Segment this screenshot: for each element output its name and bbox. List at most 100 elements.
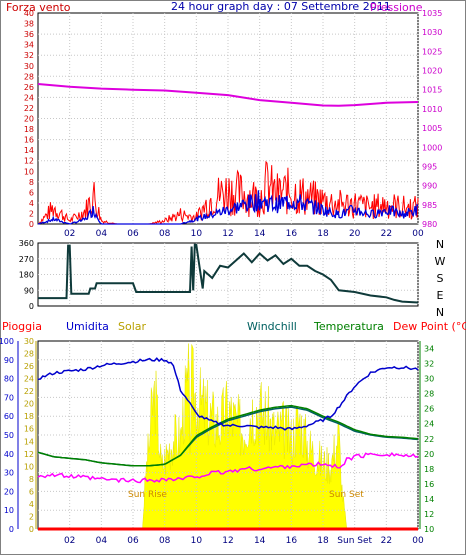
wind-axis-tick: 22	[24, 104, 34, 113]
wind-axis-tick: 10	[24, 167, 34, 176]
wind-axis-tick: 24	[24, 93, 34, 102]
temperature-axis-tick: 24	[424, 420, 434, 429]
temperature-axis-tick: 26	[424, 405, 434, 414]
temperature-axis-tick: 14	[424, 495, 434, 504]
solar-axis-tick: 4	[29, 500, 34, 509]
x-tick-label: 04	[96, 229, 108, 239]
humidity-axis-tick: 60	[4, 412, 14, 421]
temp-humidity-lines	[37, 357, 419, 531]
wind-axis-tick: 12	[24, 157, 34, 166]
compass-label-n: N	[436, 306, 444, 319]
legend-rain: Pioggia	[2, 320, 42, 333]
humidity-axis-tick: 80	[4, 375, 14, 384]
solar-axis-tick: 24	[24, 375, 34, 384]
x-tick-label: 08	[159, 229, 171, 239]
wind-axis-tick: 36	[24, 30, 34, 39]
solar-axis-tick: 12	[24, 450, 34, 459]
solar-axis-tick: 22	[24, 387, 34, 396]
humidity-axis-tick: 50	[4, 431, 14, 440]
temperature-axis: 10 12 14 16 18 20 22 24 26 28 30 32 34	[419, 341, 434, 534]
wind-axis-tick: 28	[24, 72, 34, 81]
compass-label-w: W	[435, 255, 446, 268]
wind-axis-tick: 0	[29, 220, 34, 229]
wind-direction-axis: 0 90 180 270 360	[19, 239, 34, 311]
compass-label-n: N	[436, 238, 444, 251]
humidity-axis-tick: 0	[9, 525, 14, 534]
x-tick-label: 16	[286, 536, 298, 546]
wind-axis-tick: 32	[24, 51, 34, 60]
solar-axis-tick: 6	[29, 487, 34, 496]
solar-axis-tick: 14	[24, 437, 34, 446]
solar-axis-tick: 10	[24, 462, 34, 471]
dew-point-line	[37, 452, 419, 484]
wind-pressure-x-axis: 02 04 06 08 10 12 14 16 18 20 22 00	[64, 229, 424, 239]
x-tick-label: 16	[286, 229, 298, 239]
solar-axis-tick: 16	[24, 425, 34, 434]
legend-humidity: Umidita	[66, 320, 109, 333]
temp-humidity-chart: Pioggia Umidita Solar Windchill Temperat…	[0, 320, 466, 546]
wind-axis-tick: 20	[24, 115, 34, 124]
solar-axis-tick: 18	[24, 412, 34, 421]
pressure-axis-tick: 1030	[422, 28, 442, 37]
x-tick-label: 00	[412, 536, 424, 546]
x-tick-label: 20	[349, 229, 361, 239]
pressure-axis-tick: 1035	[422, 9, 442, 18]
pressure-axis-tick: 985	[422, 201, 437, 210]
solar-axis-tick: 30	[24, 337, 34, 346]
pressure-axis: 980 985 990 995 1000 1005 1010 1015 1020 1025 1030…	[422, 9, 442, 229]
humidity-line	[37, 357, 419, 431]
solar-axis-tick: 2	[29, 512, 34, 521]
humidity-axis-tick: 100	[0, 337, 14, 346]
wind-pressure-grid	[38, 13, 419, 224]
x-tick-label: 14	[254, 229, 266, 239]
solar-axis-tick: 28	[24, 350, 34, 359]
wind-axis-tick: 30	[24, 62, 34, 71]
temperature-axis-tick: 10	[424, 525, 434, 534]
humidity-axis-tick: 10	[4, 506, 14, 515]
wind-axis-tick: 2	[29, 209, 34, 218]
solar-axis-tick: 20	[24, 400, 34, 409]
wind-direction-line	[38, 243, 419, 304]
pressure-line	[37, 83, 419, 107]
humidity-axis-tick: 30	[4, 469, 14, 478]
humidity-axis-tick: 20	[4, 487, 14, 496]
humidity-axis-tick: 40	[4, 450, 14, 459]
x-tick-label: 00	[412, 229, 424, 239]
solar-axis-tick: 26	[24, 362, 34, 371]
wind-axis-tick: 4	[29, 199, 34, 208]
legend-windchill: Windchill	[247, 320, 297, 333]
x-tick-label: 22	[381, 229, 392, 239]
wind-axis-tick: 16	[24, 136, 34, 145]
temperature-axis-tick: 18	[424, 465, 434, 474]
sunset-label: Sun Set	[329, 490, 364, 500]
wind-axis-tick: 8	[29, 178, 34, 187]
wind-axis-tick: 14	[24, 146, 34, 155]
x-tick-label: 02	[64, 229, 75, 239]
wind-axis-tick: 6	[29, 188, 34, 197]
x-tick-label: 02	[64, 536, 75, 546]
pressure-axis-tick: 1005	[422, 124, 442, 133]
temp-humidity-grid	[38, 341, 419, 529]
x-tick-label: 06	[127, 229, 139, 239]
pressure-axis-tick: 1000	[422, 143, 442, 152]
wind-axis-tick: 18	[24, 125, 34, 134]
wind-axis-tick: 26	[24, 83, 34, 92]
pressure-axis-tick: 1015	[422, 86, 442, 95]
x-tick-label: 12	[222, 536, 233, 546]
pressure-axis-tick: 1025	[422, 47, 442, 56]
x-tick-label: 06	[127, 536, 139, 546]
direction-axis-tick: 180	[19, 271, 34, 280]
direction-axis-tick: 90	[24, 286, 34, 295]
wind-direction-grid	[38, 243, 419, 306]
x-tick-label: 14	[254, 536, 266, 546]
wind-axis-tick: 40	[24, 9, 34, 18]
compass-label-s: S	[437, 272, 444, 285]
pressure-axis-tick: 1020	[422, 67, 442, 76]
direction-axis-tick: 0	[29, 302, 34, 311]
pressure-axis-tick: 990	[422, 182, 437, 191]
temperature-axis-tick: 34	[424, 345, 434, 354]
